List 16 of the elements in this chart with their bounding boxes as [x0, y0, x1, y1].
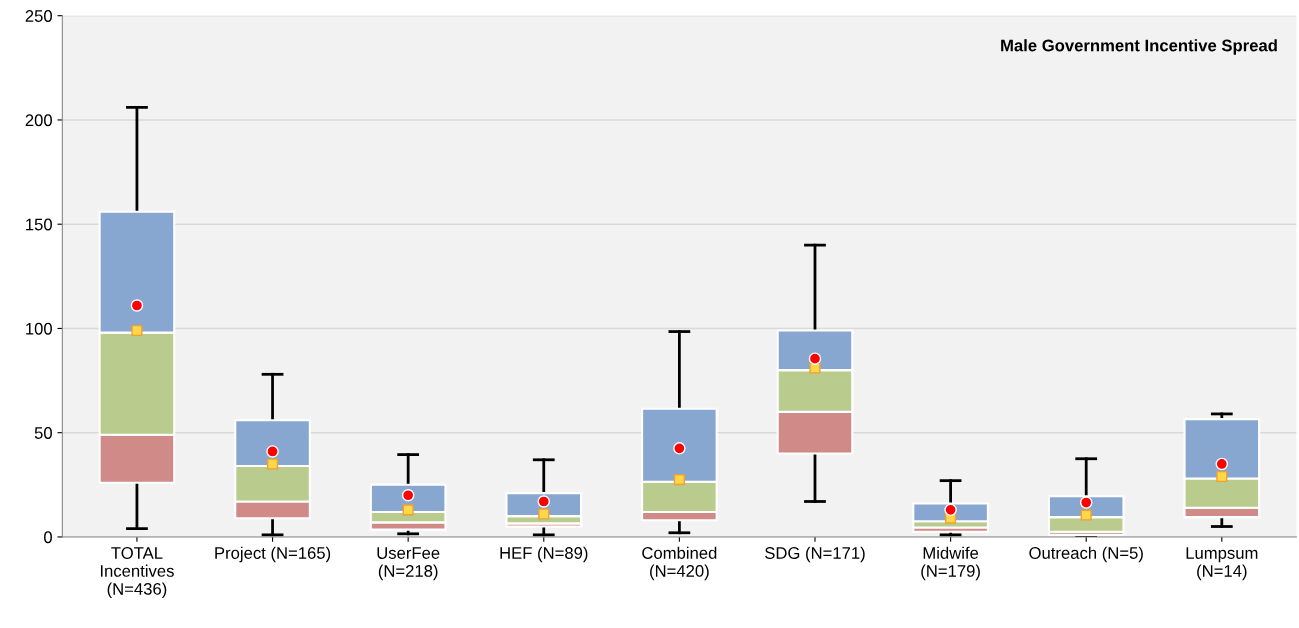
- x-tick-label: HEF (N=89): [500, 546, 588, 563]
- y-tick-label: 250: [25, 10, 52, 22]
- x-tick-label: Outreach (N=5): [1029, 546, 1143, 563]
- y-tick-label: 100: [26, 322, 52, 335]
- text: Male Government Incentive Spread: [1001, 39, 1277, 55]
- y-tick-label: 50: [34, 427, 52, 439]
- x-tick-label: SDG (N=171): [765, 546, 865, 563]
- y-tick-label: 200: [25, 114, 52, 127]
- x-tick-label: Combined (N=420): [642, 546, 717, 581]
- x-tick-label: Midwife (N=179): [921, 546, 980, 581]
- x-tick-label: Lumpsum (N=14): [1186, 547, 1258, 581]
- y-tick-label: 0: [44, 531, 52, 544]
- x-tick-label: TOTAL Incentives (N=436): [100, 547, 174, 599]
- y-tick-label: 150: [26, 218, 52, 231]
- x-tick-label: Project (N=165): [215, 546, 331, 563]
- x-tick-label: UserFee (N=218): [377, 547, 440, 581]
